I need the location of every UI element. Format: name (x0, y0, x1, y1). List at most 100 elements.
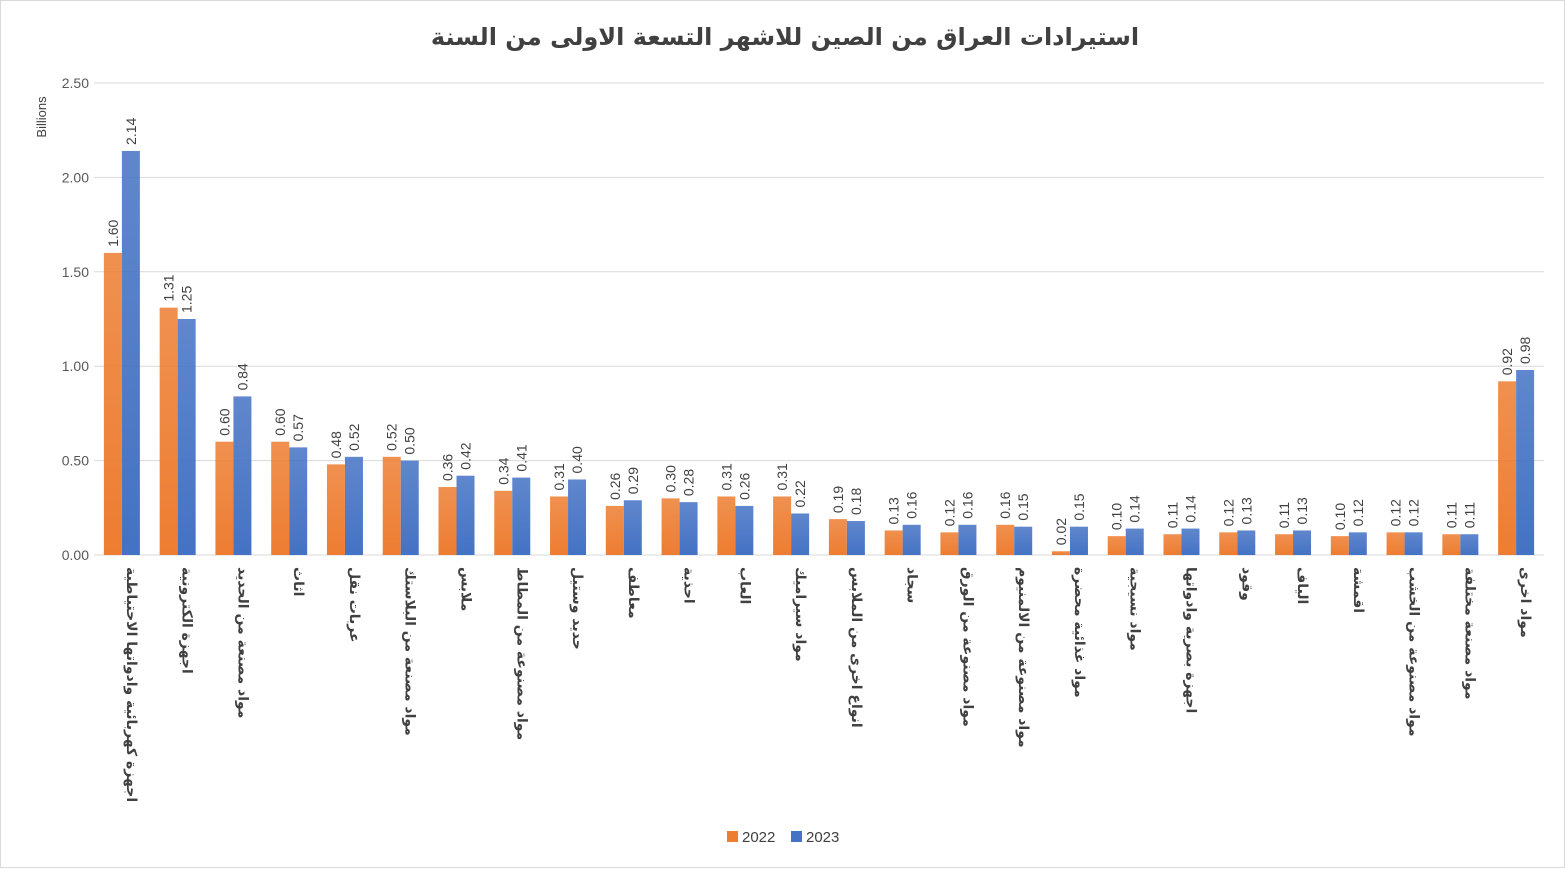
bar-2023-20 (1237, 530, 1256, 555)
data-label: 0.36 (440, 454, 456, 481)
bar-2023-22 (1348, 532, 1367, 555)
bar-2022-9 (605, 505, 624, 555)
data-label: 0.12 (1350, 499, 1366, 526)
bar-2023-25 (1516, 369, 1535, 555)
data-label: 1.31 (161, 274, 177, 301)
x-category-label: احذية (681, 567, 697, 604)
y-tick-label: 2.50 (62, 75, 89, 91)
data-label: 0.15 (1015, 493, 1031, 520)
x-category-label: مواد مصنوعة من الورق (959, 567, 975, 727)
data-label: 2.14 (123, 118, 139, 145)
data-label: 0.42 (458, 442, 474, 469)
data-label: 0.52 (346, 423, 362, 450)
data-label: 0.41 (513, 444, 529, 471)
bar-2022-4 (326, 464, 345, 555)
y-tick-label: 1.00 (62, 358, 89, 374)
data-label: 0.12 (1220, 499, 1236, 526)
data-label: 0.28 (681, 469, 697, 496)
bar-2023-15 (958, 524, 977, 555)
bar-2022-18 (1107, 536, 1126, 555)
x-category-label: وقود (1238, 567, 1254, 601)
bar-2023-1 (177, 319, 196, 555)
x-category-label: انواع اخرى من الملابس (848, 567, 864, 728)
x-category-label: مواد سيراميك (792, 567, 808, 662)
bars (103, 150, 1535, 556)
bar-2023-23 (1404, 532, 1423, 555)
y-tick-label: 0.50 (62, 453, 89, 469)
data-label: 0.11 (1276, 502, 1292, 528)
data-label: 0.10 (1109, 503, 1125, 530)
bar-2022-24 (1442, 534, 1461, 555)
x-category-label: مواد مصنعة مختلفة (1461, 567, 1477, 700)
data-label: 0.30 (663, 465, 679, 492)
bar-2022-5 (382, 456, 401, 555)
legend-label: 2023 (806, 829, 839, 846)
bar-2022-12 (773, 496, 792, 555)
data-label: 0.40 (569, 446, 585, 473)
data-label: 0.19 (830, 486, 846, 513)
bar-2022-10 (661, 498, 680, 555)
data-label: 0.15 (1071, 493, 1087, 520)
data-labels: 1.602.141.31 1.250.600.840.60 0.570.48 0.52… (105, 118, 1533, 546)
bar-2022-17 (1051, 551, 1070, 555)
data-label: 0.12 (941, 499, 957, 526)
data-label: 0.16 (997, 491, 1013, 518)
bar-2022-8 (550, 496, 569, 555)
bar-2022-19 (1163, 534, 1182, 555)
data-label: 0.11 (1461, 502, 1477, 528)
bar-2023-16 (1014, 526, 1033, 555)
data-label: 0.13 (1294, 497, 1310, 524)
data-label: 0.26 (607, 472, 623, 499)
data-label: 0.14 (1183, 495, 1199, 522)
data-label: 0.98 (1517, 337, 1533, 364)
bar-2022-6 (438, 487, 457, 555)
x-category-label: مواد مصنوعة من الالمنيوم (1015, 567, 1031, 748)
bar-2022-13 (828, 519, 847, 555)
x-category-label: مواد مصنعة من الحديد (234, 567, 250, 718)
data-label: 0.31 (774, 463, 790, 490)
legend-swatch-2022 (727, 831, 738, 842)
data-label: 0.29 (625, 467, 641, 494)
bar-2023-19 (1181, 528, 1200, 555)
x-category-label: اثاث (290, 567, 306, 596)
data-label: 0.31 (718, 463, 734, 490)
data-label: 0.22 (792, 480, 808, 507)
legend-swatch-2023 (791, 831, 802, 842)
data-label: 0.10 (1332, 503, 1348, 530)
data-label: 0.12 (1388, 499, 1404, 526)
x-category-label: مواد اخرى (1517, 567, 1533, 638)
y-tick-label: 2.00 (62, 169, 89, 185)
data-label: 0.31 (551, 463, 567, 490)
bar-2023-4 (344, 456, 363, 555)
x-category-label: سجاد (904, 567, 920, 603)
bar-2022-15 (940, 532, 959, 555)
bar-2022-11 (717, 496, 736, 555)
x-category-label: حديد وستيل (569, 567, 585, 650)
y-tick-label: 1.50 (62, 264, 89, 280)
bar-2022-0 (103, 252, 122, 556)
data-label: 0.48 (328, 431, 344, 458)
legend: 2022 2023 (727, 829, 839, 846)
data-label: 0.02 (1053, 518, 1069, 545)
bar-2023-14 (902, 524, 921, 555)
x-category-label: مواد مصنعة من البلاستك (402, 567, 418, 736)
data-label: 0.60 (272, 408, 288, 435)
x-category-label: اقمشة (1350, 567, 1366, 613)
data-label: 1.25 (179, 286, 195, 313)
bar-2022-2 (215, 441, 234, 555)
data-label: 0.18 (848, 488, 864, 515)
data-label: 0.14 (1127, 495, 1143, 522)
data-label: 0.50 (402, 427, 418, 454)
data-label: 0.84 (234, 363, 250, 390)
bar-2023-2 (233, 396, 252, 555)
data-label: 0.60 (216, 408, 232, 435)
bar-2022-14 (884, 530, 903, 555)
bar-2022-22 (1330, 536, 1349, 555)
data-label: 0.12 (1406, 499, 1422, 526)
y-axis-label: Billions (34, 96, 49, 138)
data-label: 0.11 (1165, 502, 1181, 528)
bar-2022-20 (1219, 532, 1238, 555)
bar-2023-8 (568, 479, 587, 555)
